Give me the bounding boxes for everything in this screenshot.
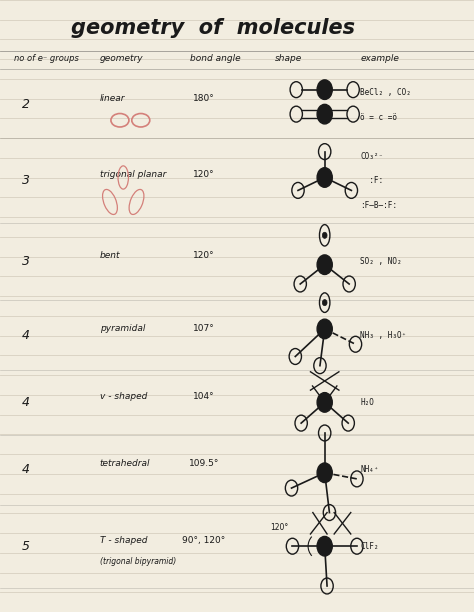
Circle shape — [322, 300, 327, 306]
Text: 5: 5 — [22, 540, 30, 553]
Text: ClF₂: ClF₂ — [360, 542, 379, 551]
Text: shape: shape — [275, 54, 302, 62]
Text: geometry: geometry — [100, 54, 143, 62]
Circle shape — [322, 232, 327, 239]
Text: CO₃²⁻: CO₃²⁻ — [360, 152, 383, 160]
Circle shape — [317, 536, 332, 556]
Text: no of e⁻ groups: no of e⁻ groups — [14, 54, 79, 62]
Text: 180°: 180° — [193, 94, 215, 103]
Text: 120°: 120° — [193, 251, 215, 260]
Text: H₂O: H₂O — [360, 398, 374, 407]
Circle shape — [317, 255, 332, 274]
Circle shape — [317, 393, 332, 412]
Text: 4: 4 — [22, 396, 30, 409]
Text: T - shaped: T - shaped — [100, 536, 147, 545]
Text: trigonal planar: trigonal planar — [100, 170, 166, 179]
Text: v - shaped: v - shaped — [100, 392, 147, 401]
Text: (trigonal bipyramid): (trigonal bipyramid) — [100, 557, 176, 566]
Text: 107°: 107° — [193, 324, 215, 334]
Text: geometry  of  molecules: geometry of molecules — [71, 18, 356, 37]
Text: pyramidal: pyramidal — [100, 324, 145, 334]
Text: BeCl₂ , CO₂: BeCl₂ , CO₂ — [360, 88, 411, 97]
Text: NH₄⁺: NH₄⁺ — [360, 465, 379, 474]
Circle shape — [317, 463, 332, 483]
Text: 4: 4 — [22, 463, 30, 476]
Text: 2: 2 — [22, 99, 30, 111]
Text: 3: 3 — [22, 174, 30, 187]
Text: NH₃ , H₃O⁺: NH₃ , H₃O⁺ — [360, 330, 407, 340]
Text: 4: 4 — [22, 329, 30, 341]
Text: bond angle: bond angle — [190, 54, 240, 62]
Circle shape — [317, 80, 332, 100]
Text: 109.5°: 109.5° — [189, 459, 219, 468]
Text: example: example — [360, 54, 399, 62]
Text: :F—B—:F:: :F—B—:F: — [360, 201, 397, 209]
Text: bent: bent — [100, 251, 120, 260]
Text: 120°: 120° — [271, 523, 289, 532]
Circle shape — [317, 319, 332, 339]
Text: ö = c =ö: ö = c =ö — [360, 113, 397, 122]
Text: :F:: :F: — [360, 176, 383, 185]
Text: linear: linear — [100, 94, 125, 103]
Text: SO₂ , NO₂: SO₂ , NO₂ — [360, 257, 402, 266]
Text: 3: 3 — [22, 255, 30, 268]
Text: 90°, 120°: 90°, 120° — [182, 536, 226, 545]
Circle shape — [317, 168, 332, 187]
Text: tetrahedral: tetrahedral — [100, 459, 150, 468]
Text: 104°: 104° — [193, 392, 215, 401]
Text: 120°: 120° — [193, 170, 215, 179]
Circle shape — [317, 105, 332, 124]
